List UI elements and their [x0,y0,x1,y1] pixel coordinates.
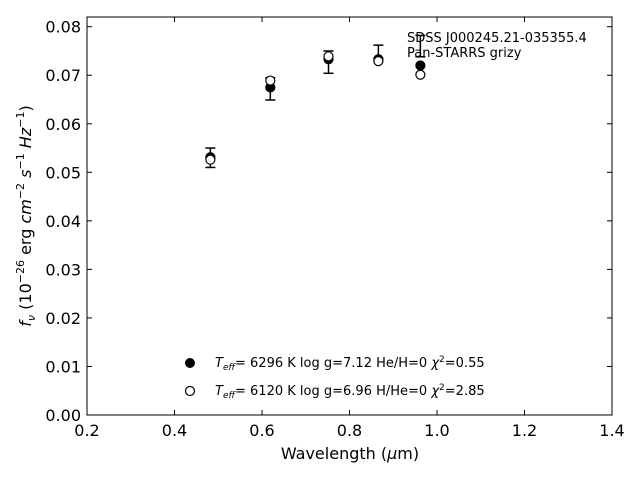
y-tick-label: 0.04 [45,212,81,231]
x-tick-label: 0.4 [162,421,187,440]
legend: Teff= 6296 K log g=7.12 He/H=0 χ2=0.55 T… [184,355,485,401]
x-tick-label: 1.0 [424,421,449,440]
y-tick-label: 0.02 [45,309,81,328]
open-model-point [373,56,384,67]
x-tick-label: 1.2 [512,421,537,440]
open-model-point [265,75,276,86]
legend-marker-filled [185,358,195,368]
y-tick-label: 0.01 [45,357,81,376]
legend-label-open: Teff= 6120 K log g=6.96 H/He=0 χ2=2.85 [215,383,485,401]
y-tick-label: 0.06 [45,115,81,134]
x-tick-label: 0.6 [249,421,274,440]
y-tick-label: 0.00 [45,406,81,425]
legend-marker-open [184,385,196,397]
legend-label-filled: Teff= 6296 K log g=7.12 He/H=0 χ2=0.55 [215,355,485,373]
annotation: SDSS J000245.21-035355.4 Pan-STARRS griz… [407,31,587,61]
x-axis-ticks: 0.2 0.4 0.6 0.8 1.0 1.2 1.4 [74,17,625,440]
x-axis-label: Wavelength (μm) [281,444,419,463]
y-tick-label: 0.07 [45,66,81,85]
open-model-point [205,154,216,165]
x-tick-label: 0.8 [337,421,362,440]
annotation-survey: Pan-STARRS grizy [407,46,522,61]
open-model-point [323,51,334,62]
x-tick-label: 1.4 [599,421,624,440]
observed-error-bars [205,34,426,169]
series-open-model [205,51,426,165]
y-tick-label: 0.05 [45,163,81,182]
series-filled-model [205,54,426,163]
y-axis-ticks: 0.00 0.01 0.02 0.03 0.04 0.05 0.06 0.07 0.08 [45,18,612,425]
legend-entry-open: Teff= 6120 K log g=6.96 H/He=0 χ2=2.85 [184,383,485,401]
filled-model-point [415,60,426,71]
legend-entry-filled: Teff= 6296 K log g=7.12 He/H=0 χ2=0.55 [185,355,485,373]
annotation-object-name: SDSS J000245.21-035355.4 [407,31,587,46]
open-model-point [415,69,426,80]
y-tick-label: 0.03 [45,260,81,279]
y-axis-label: fν (10−26 erg cm−2 s−1 Hz−1) [14,105,38,326]
y-tick-label: 0.08 [45,18,81,37]
x-tick-label: 0.2 [74,421,99,440]
